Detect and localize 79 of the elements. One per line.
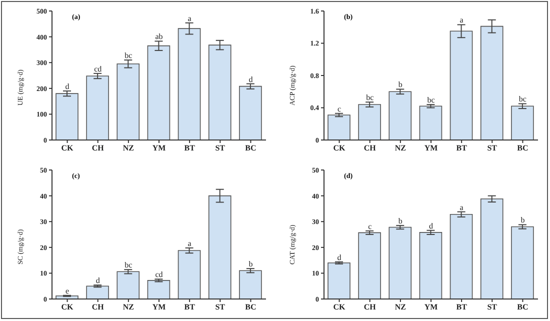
x-tick-label: YM <box>152 144 166 153</box>
x-tick-label: NZ <box>394 302 406 312</box>
bar <box>178 250 201 299</box>
x-tick-label: NZ <box>394 144 406 153</box>
annotation: c <box>368 222 372 231</box>
x-tick-label: ST <box>487 144 498 153</box>
bar <box>388 226 412 299</box>
x-tick-label: NZ <box>122 144 134 153</box>
annotation: c <box>338 104 342 114</box>
x-tick-label: NZ <box>122 302 134 312</box>
x-tick-label: BT <box>184 302 196 312</box>
annotation: bc <box>518 94 527 104</box>
bar <box>86 286 109 299</box>
annotation: d <box>96 276 100 286</box>
x-tick-label: CH <box>364 302 377 312</box>
bar <box>147 280 170 299</box>
bar <box>178 28 201 140</box>
x-tick-label: YM <box>424 144 438 153</box>
x-tick-label: ST <box>215 144 226 153</box>
bar <box>511 226 534 299</box>
annotation: a <box>188 238 192 248</box>
annotation: cd <box>94 64 102 74</box>
bar <box>239 270 262 299</box>
bar <box>56 93 78 140</box>
x-tick-label: BC <box>517 302 528 312</box>
x-tick-label: YM <box>424 302 438 312</box>
annotation: a <box>460 202 464 212</box>
annotation: d <box>65 82 70 91</box>
x-tick-label: BT <box>456 144 468 153</box>
bar <box>358 104 381 140</box>
bar <box>450 30 473 140</box>
annotation: b <box>248 260 253 269</box>
bar <box>419 106 442 140</box>
annotation: e <box>66 286 70 296</box>
bar <box>208 44 232 140</box>
bar <box>480 26 504 140</box>
bar <box>116 271 140 299</box>
bar <box>147 45 170 140</box>
annotation: bc <box>366 93 374 102</box>
x-tick-label: ST <box>487 302 498 312</box>
annotation: ab <box>155 32 163 42</box>
x-tick-label: CH <box>92 144 105 153</box>
x-tick-label: ST <box>215 302 226 312</box>
bar <box>328 262 350 299</box>
bar <box>388 91 412 140</box>
x-tick-label: CK <box>61 144 74 153</box>
bar <box>239 86 262 140</box>
x-tick-label: YM <box>152 302 166 312</box>
x-tick-label: BC <box>517 144 528 153</box>
annotation: b <box>398 216 402 226</box>
annotation: bc <box>427 96 436 105</box>
x-tick-label: CK <box>61 302 74 312</box>
annotation: d <box>429 221 433 230</box>
annotation: d <box>337 252 342 262</box>
bar <box>419 232 442 299</box>
bar <box>328 114 350 140</box>
x-tick-label: CH <box>92 302 105 312</box>
annotation: a <box>460 16 464 25</box>
bar <box>480 198 504 299</box>
x-tick-label: CK <box>333 302 346 312</box>
x-tick-label: CK <box>333 144 346 153</box>
bar <box>358 232 381 299</box>
bar <box>116 63 140 140</box>
x-tick-label: BT <box>456 302 468 312</box>
bar <box>208 195 232 299</box>
bar <box>450 214 473 299</box>
annotation: d <box>248 74 253 84</box>
annotation: bc <box>124 260 133 270</box>
annotation: cd <box>155 270 163 280</box>
x-tick-label: BT <box>184 144 196 153</box>
bar <box>511 106 534 140</box>
annotation: a <box>188 14 192 23</box>
x-tick-label: CH <box>364 144 377 153</box>
x-tick-label: BC <box>245 144 256 153</box>
annotation: b <box>520 216 525 225</box>
annotation: b <box>398 80 402 90</box>
bar <box>86 76 109 140</box>
x-tick-label: BC <box>245 302 256 312</box>
annotation: bc <box>124 51 133 60</box>
